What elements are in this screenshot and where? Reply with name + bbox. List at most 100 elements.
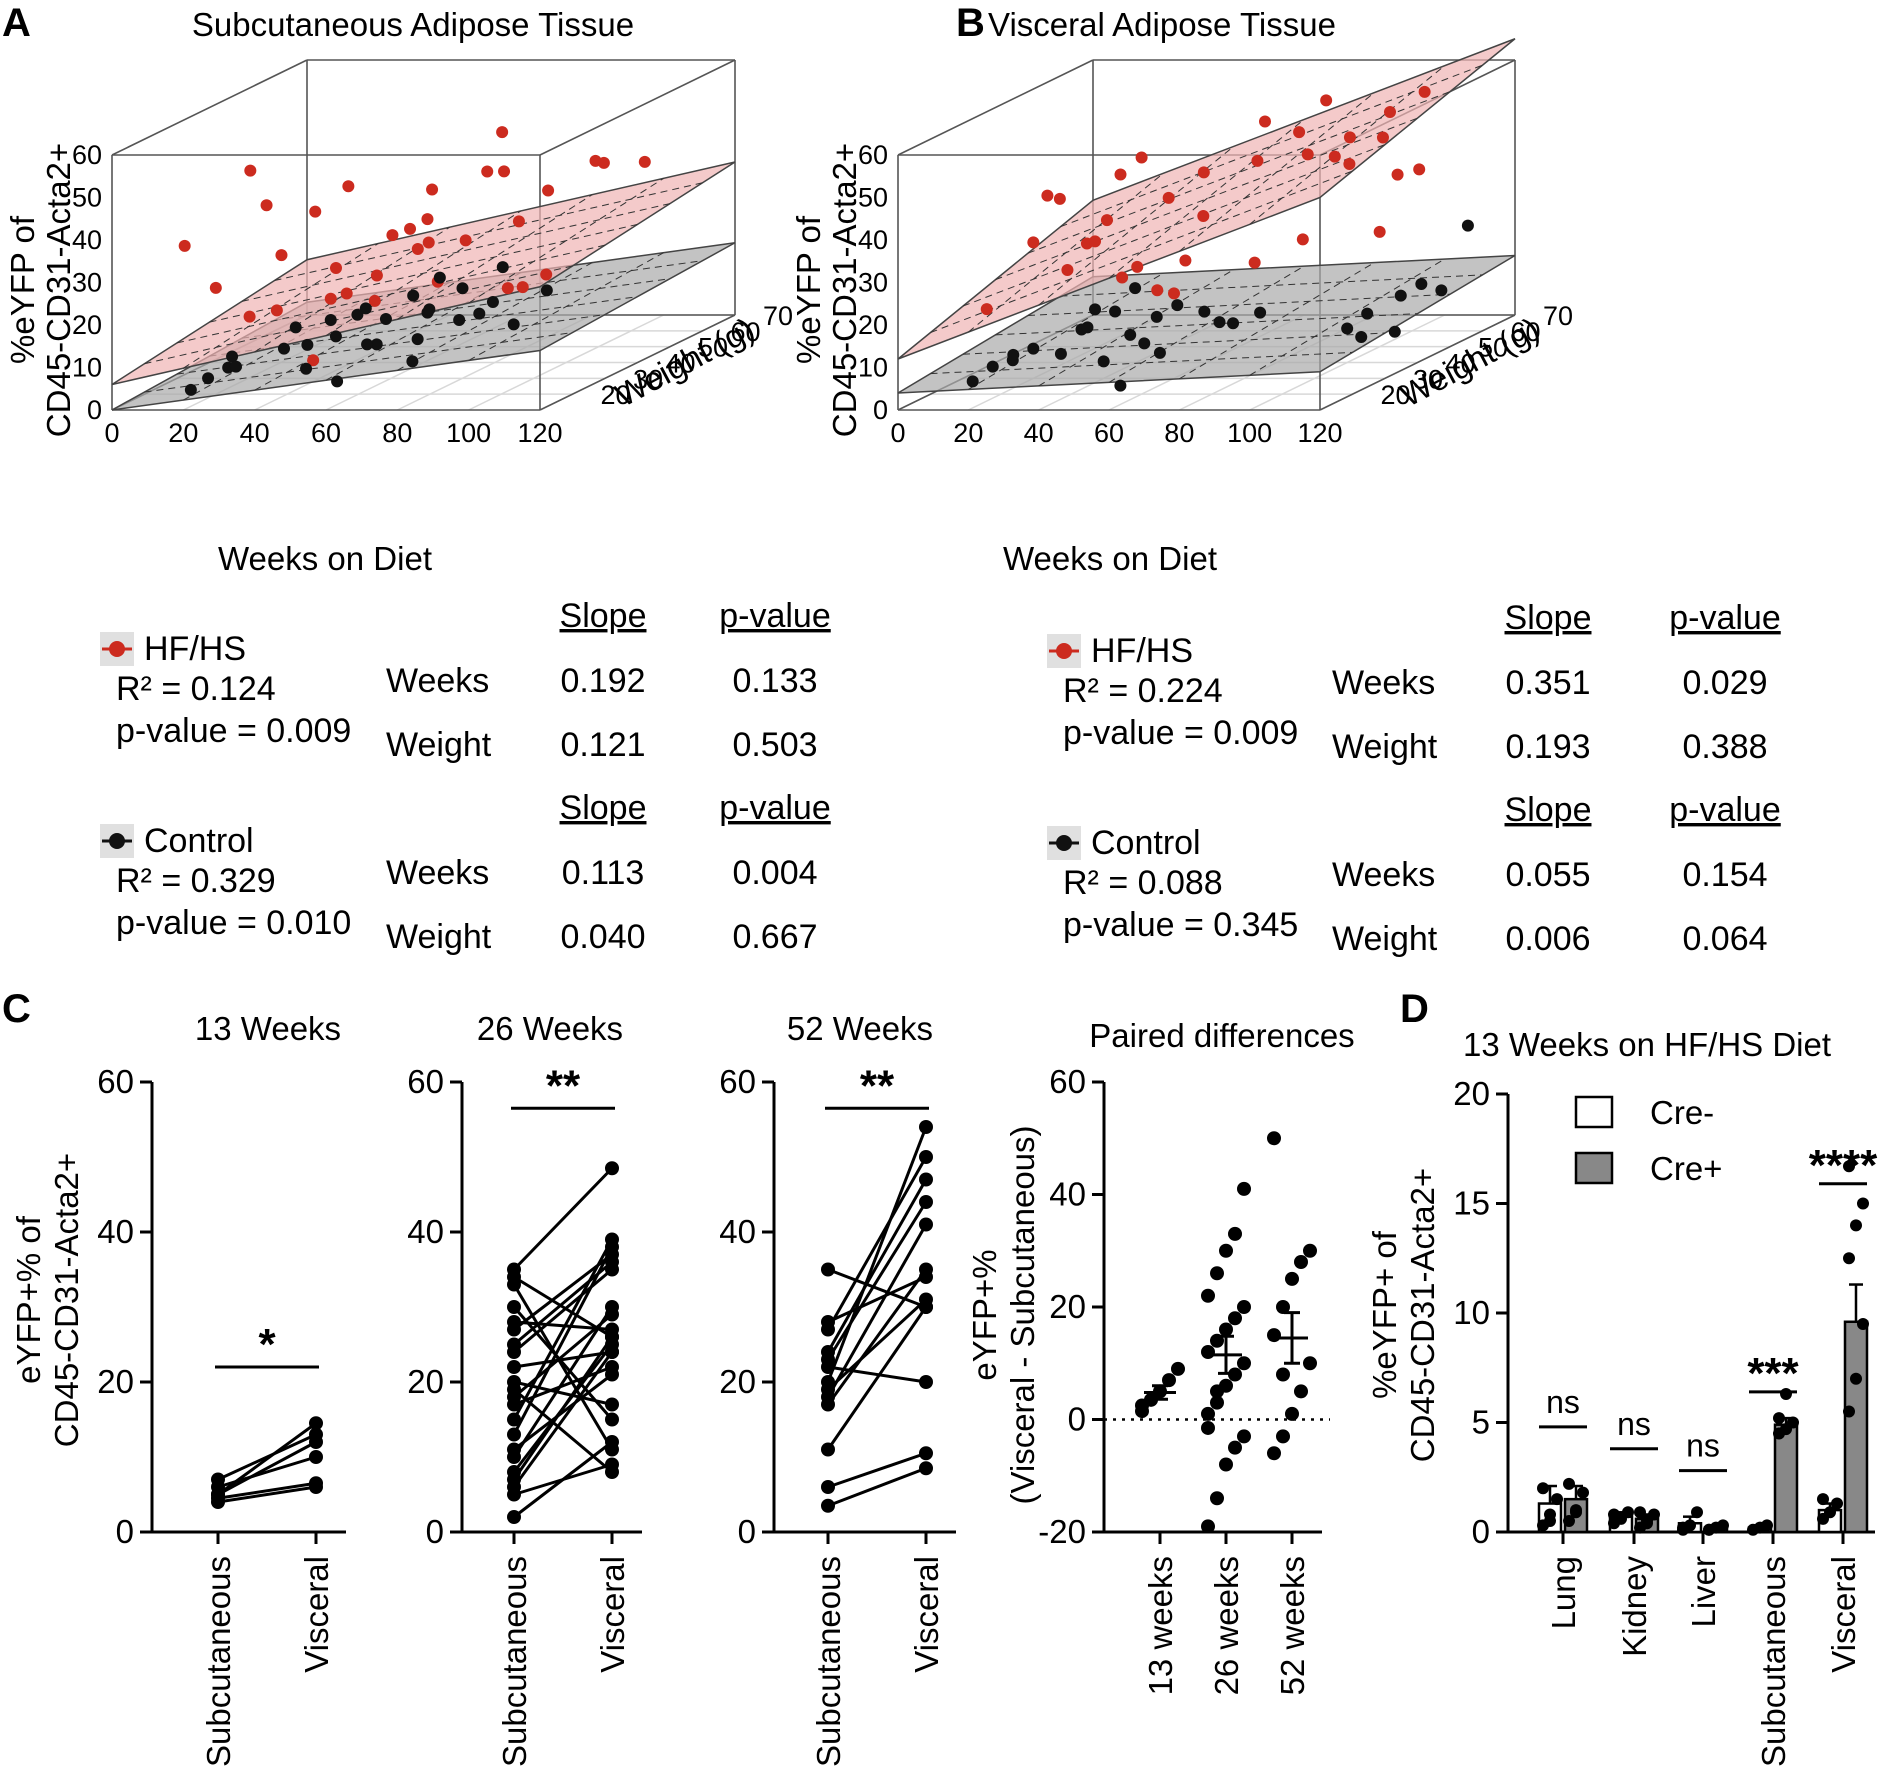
x-axis-label: Weeks on Diet (1003, 540, 1217, 577)
row-label: Weeks (1332, 664, 1435, 702)
pair-line (827, 1466, 927, 1508)
difference-point (1294, 1255, 1308, 1269)
z-axis-label-line1: %eYFP of (790, 215, 827, 364)
difference-point (1135, 1398, 1149, 1413)
plane-grid-line (1027, 91, 1451, 254)
pair-point-subcutaneous (821, 1480, 835, 1494)
significance-label: * (258, 1320, 276, 1369)
y-tick-label: 5 (1472, 1404, 1490, 1441)
control-data-point (1129, 282, 1142, 295)
black-dot-legend-icon (109, 833, 125, 849)
pair-line (826, 1178, 928, 1353)
x-tick-label: 52 weeks (1274, 1556, 1311, 1695)
hfhs-data-point (1114, 168, 1127, 181)
control-data-point (486, 296, 499, 308)
slope-value: 0.351 (1505, 664, 1590, 702)
pair-point-visceral (605, 1330, 619, 1344)
p-value: 0.029 (1682, 664, 1767, 702)
plane-grid-line (962, 332, 1386, 355)
hfhs-data-point (1296, 233, 1309, 246)
y-tick-label: 30 (1413, 364, 1443, 394)
bar-data-point (1843, 1405, 1855, 1418)
y-tick-label: 40 (666, 349, 696, 379)
control-data-point (289, 321, 302, 334)
bar-data-point (1787, 1416, 1799, 1429)
bar-data-point (1563, 1515, 1575, 1528)
paired-differences-chart: -20 0 20 40 60 13 weeks 26 weeks 52 weeks Paired… (966, 1017, 1355, 1695)
x-tick-label: Visceral (594, 1556, 631, 1673)
pair-point-visceral (605, 1360, 619, 1374)
legend-swatch-cre-minus (1574, 1095, 1614, 1129)
hfhs-data-point (1343, 158, 1356, 170)
control-data-point (453, 314, 466, 326)
z-axis-label-line2: CD45-CD31-Acta2+ (40, 143, 77, 437)
y-tick-label: 60 (731, 317, 761, 347)
box-edge (111, 59, 308, 156)
pair-line (827, 1451, 927, 1489)
control-data-point (1109, 305, 1122, 318)
control-data-point (1153, 346, 1166, 359)
pair-line (217, 1485, 317, 1504)
plane-grid-line (930, 351, 1353, 375)
plane-grid-line (274, 182, 703, 282)
hfhs-data-point (243, 310, 256, 323)
y-tick-label: 60 (719, 1063, 756, 1100)
bar-data-point (1717, 1519, 1729, 1532)
z-tick-label: 10 (858, 353, 888, 383)
bar-data-point (1641, 1517, 1653, 1530)
pair-line (512, 1306, 614, 1421)
plane-grid-line (1108, 265, 1305, 383)
pair-line (826, 1298, 928, 1391)
hfhs-data-point (1197, 166, 1210, 179)
pair-line (512, 1283, 614, 1451)
y-tick-label: 40 (1049, 1176, 1086, 1213)
bar-data-point (1648, 1508, 1660, 1521)
control-data-point (301, 338, 314, 351)
control-data-point (1114, 379, 1127, 392)
y-tick-label: 20 (97, 1363, 134, 1400)
group-name: Control (1091, 824, 1201, 862)
box-edge (539, 314, 736, 411)
significance-label: ns (1546, 1384, 1580, 1420)
control-data-point (433, 271, 446, 284)
difference-point (1210, 1395, 1224, 1410)
z-tick-label: 30 (72, 268, 102, 298)
control-data-point (1355, 331, 1368, 343)
difference-point (1201, 1345, 1215, 1359)
hfhs-data-point (1151, 284, 1164, 297)
pair-point-subcutaneous (507, 1442, 521, 1457)
plane-grid-line (176, 244, 606, 344)
control-data-point (1007, 348, 1020, 361)
z-tick-label: 30 (858, 268, 888, 298)
panel-letter-a: A (2, 1, 31, 45)
y-tick-label: 60 (97, 1063, 134, 1100)
hfhs-data-point (512, 215, 525, 228)
x-tick-label: Visceral (1825, 1556, 1862, 1673)
difference-point (1210, 1384, 1224, 1399)
bar-data-point (1857, 1317, 1869, 1330)
pair-line (513, 1350, 613, 1369)
y-axis-label-line1: eYFP+% (966, 1249, 1003, 1380)
hfhs-data-point (330, 262, 342, 274)
pair-point-visceral (919, 1195, 933, 1209)
difference-point (1267, 1131, 1281, 1146)
pair-line (827, 1275, 927, 1324)
pair-line (217, 1455, 317, 1489)
red-dot-legend-icon (109, 641, 125, 657)
x-tick-label: Lung (1545, 1556, 1582, 1629)
hfhs-data-point (368, 294, 381, 307)
pair-point-subcutaneous (507, 1262, 521, 1277)
control-data-point (1435, 284, 1448, 297)
pair-point-visceral (919, 1270, 933, 1284)
y-tick-label: 40 (97, 1213, 134, 1250)
z-tick-label: 40 (858, 225, 888, 255)
plane-grid-line (1060, 274, 1483, 297)
y-axis-label-line1: eYFP+% of (10, 1215, 47, 1384)
bar-data-point (1677, 1521, 1689, 1534)
pair-line (512, 1167, 614, 1271)
slope-header: Slope (560, 789, 647, 827)
control-data-point (986, 360, 999, 373)
